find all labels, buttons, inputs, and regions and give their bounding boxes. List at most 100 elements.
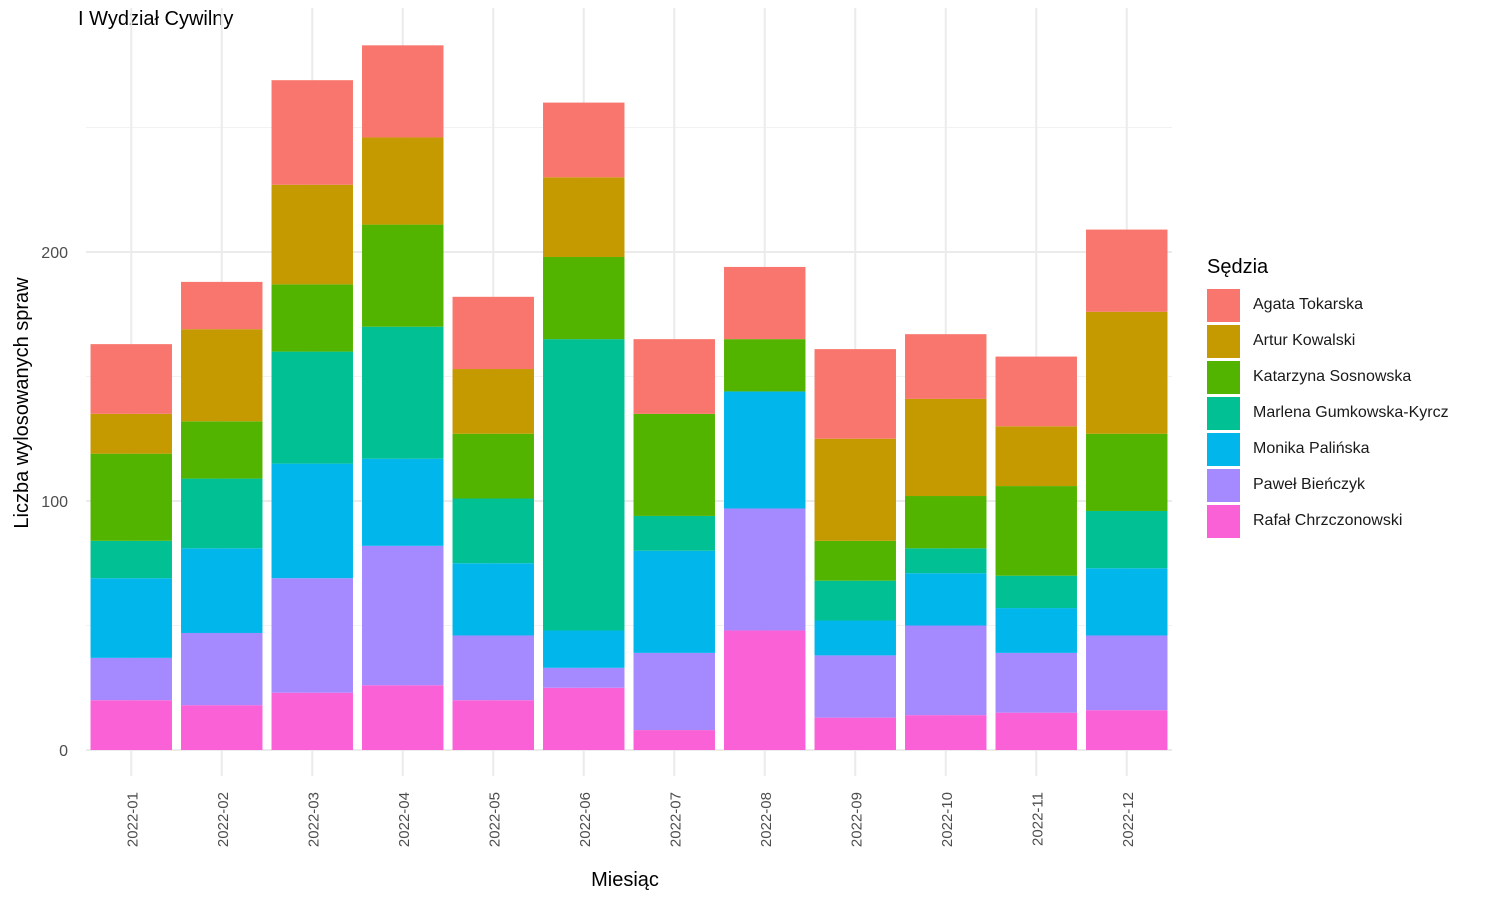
bar-segment xyxy=(362,224,444,327)
bar-segment xyxy=(1086,229,1168,312)
bar-segment xyxy=(543,256,625,340)
bar-segment xyxy=(181,281,263,330)
x-tick-label: 2022-02 xyxy=(215,792,232,847)
bar-segment xyxy=(271,80,353,185)
x-tick-label: 2022-07 xyxy=(667,792,684,847)
bar-segment xyxy=(181,329,263,422)
bar-segment xyxy=(271,463,353,579)
legend-item: Marlena Gumkowska-Kyrcz xyxy=(1207,395,1449,431)
legend-swatch xyxy=(1207,432,1240,466)
bar-segment xyxy=(905,573,987,626)
bars xyxy=(90,45,1168,750)
bar-segment xyxy=(905,334,987,399)
bar-segment xyxy=(905,625,987,716)
x-tick-label: 2022-06 xyxy=(577,792,594,847)
bar-segment xyxy=(905,398,987,497)
bar-segment xyxy=(724,391,806,509)
bar-segment xyxy=(1086,568,1168,636)
bar-segment xyxy=(814,540,896,581)
x-tick-label: 2022-03 xyxy=(305,792,322,847)
bar-segment xyxy=(362,137,444,225)
bar-segment xyxy=(271,578,353,693)
bar-segment xyxy=(90,413,172,454)
bar-segment xyxy=(995,608,1077,653)
bar-segment xyxy=(905,496,987,549)
legend-item: Paweł Bieńczyk xyxy=(1207,467,1449,503)
x-tick-label: 2022-11 xyxy=(1029,792,1046,846)
bar-segment xyxy=(543,687,625,750)
bar-segment xyxy=(814,620,896,656)
bar-segment xyxy=(543,177,625,257)
bar-segment xyxy=(814,580,896,621)
legend-swatch xyxy=(1207,324,1240,358)
y-tick-label: 200 xyxy=(41,245,68,262)
bar-segment xyxy=(452,563,534,636)
bar-segment xyxy=(905,715,987,750)
bar-segment xyxy=(90,657,172,701)
legend-swatch xyxy=(1207,396,1240,430)
x-tick-label: 2022-01 xyxy=(124,792,141,847)
bar-segment xyxy=(271,184,353,285)
legend-item: Rafał Chrzczonowski xyxy=(1207,503,1449,539)
bar-segment xyxy=(995,356,1077,427)
bar-segment xyxy=(1086,635,1168,711)
bar-segment xyxy=(452,369,534,434)
x-tick-label: 2022-12 xyxy=(1120,792,1137,847)
bar-segment xyxy=(724,508,806,631)
bar-segment xyxy=(1086,710,1168,750)
y-tick-label: 100 xyxy=(41,494,68,511)
bar-segment xyxy=(543,630,625,668)
legend-swatch xyxy=(1207,468,1240,502)
x-tick-label: 2022-09 xyxy=(848,792,865,847)
bar-segment xyxy=(90,700,172,750)
bar-segment xyxy=(814,349,896,439)
bar-segment xyxy=(181,548,263,633)
legend-label: Artur Kowalski xyxy=(1253,332,1356,349)
bar-segment xyxy=(633,515,715,551)
bar-segment xyxy=(1086,510,1168,569)
x-axis-label: Miesiąc xyxy=(591,869,659,891)
bar-segment xyxy=(633,730,715,750)
x-tick-label: 2022-08 xyxy=(758,792,775,847)
bar-segment xyxy=(271,692,353,750)
legend-label: Rafał Chrzczonowski xyxy=(1253,512,1403,529)
bar-segment xyxy=(181,421,263,479)
bar-segment xyxy=(452,433,534,499)
bar-segment xyxy=(362,685,444,750)
legend-item: Agata Tokarska xyxy=(1207,287,1449,323)
y-tick-labels: 0 100 200 xyxy=(41,245,68,760)
bar-segment xyxy=(1086,311,1168,434)
bar-segment xyxy=(362,326,444,459)
legend-swatch xyxy=(1207,360,1240,394)
legend-label: Katarzyna Sosnowska xyxy=(1253,368,1412,385)
bar-segment xyxy=(90,540,172,579)
bar-segment xyxy=(814,655,896,718)
x-tick-label: 2022-10 xyxy=(939,792,956,847)
bar-segment xyxy=(633,652,715,731)
bar-segment xyxy=(90,344,172,414)
bar-segment xyxy=(362,545,444,686)
bar-segment xyxy=(633,339,715,414)
bar-segment xyxy=(452,700,534,750)
bar-segment xyxy=(90,453,172,541)
legend-items: Agata Tokarska Artur Kowalski Katarzyna So… xyxy=(1207,287,1449,539)
bar-segment xyxy=(905,548,987,574)
legend-swatch xyxy=(1207,288,1240,322)
bar-segment xyxy=(724,266,806,340)
bar-segment xyxy=(995,575,1077,609)
x-tick-label: 2022-05 xyxy=(486,792,503,847)
bar-segment xyxy=(271,351,353,464)
legend-item: Katarzyna Sosnowska xyxy=(1207,359,1449,395)
bar-segment xyxy=(543,102,625,178)
bar-segment xyxy=(452,635,534,701)
bar-segment xyxy=(181,632,263,706)
bar-segment xyxy=(1086,433,1168,511)
y-tick-label: 0 xyxy=(59,743,68,760)
legend-label: Agata Tokarska xyxy=(1253,296,1363,313)
bar-segment xyxy=(452,498,534,564)
bar-segment xyxy=(452,296,534,370)
legend-item: Artur Kowalski xyxy=(1207,323,1449,359)
bar-segment xyxy=(724,339,806,392)
bar-segment xyxy=(814,717,896,750)
